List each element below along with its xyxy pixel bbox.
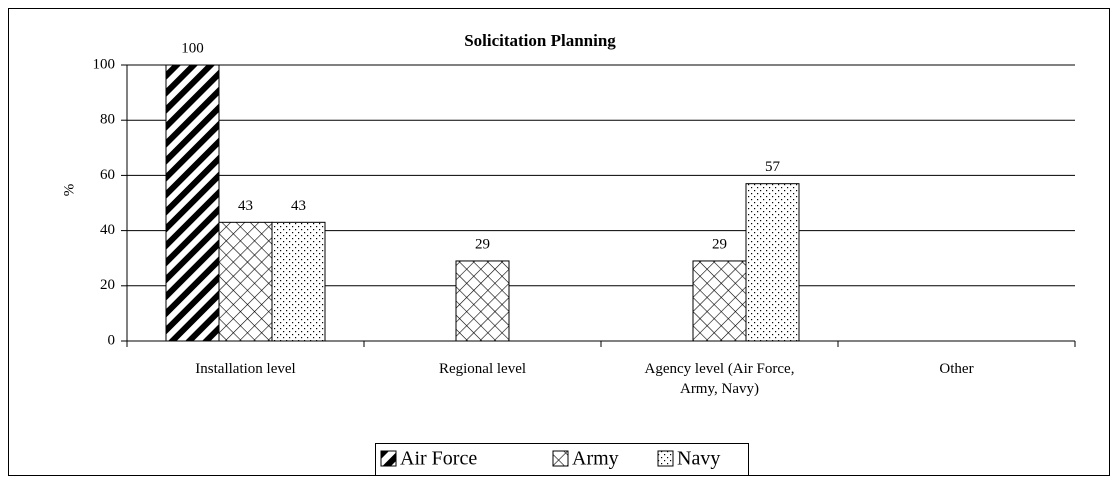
- bar: [692, 260, 747, 342]
- y-tick-label: 60: [100, 167, 115, 183]
- value-label: 29: [712, 236, 727, 252]
- legend-label: Air Force: [400, 448, 477, 470]
- legend-swatch: [657, 450, 674, 467]
- legend-label: Navy: [677, 448, 720, 470]
- bar: [271, 221, 326, 342]
- x-tick-label: Agency level (Air Force, Army, Navy): [644, 361, 795, 397]
- chart-title: Solicitation Planning: [464, 31, 616, 50]
- bar: [745, 183, 800, 342]
- value-label: 57: [765, 159, 781, 175]
- x-tick-label: Other: [939, 361, 974, 377]
- y-tick-label: 0: [108, 332, 116, 348]
- y-tick-label: 40: [100, 222, 115, 238]
- y-axis-label: %: [61, 184, 77, 197]
- value-label: 43: [291, 198, 306, 214]
- legend-swatch: [552, 450, 569, 467]
- value-label: 29: [475, 236, 490, 252]
- y-tick-label: 20: [100, 277, 115, 293]
- legend-swatch: [380, 450, 397, 467]
- y-tick-label: 100: [93, 56, 116, 72]
- x-tick-label: Installation level: [195, 361, 296, 377]
- bar: [455, 260, 510, 342]
- bar: [165, 64, 220, 342]
- legend-label: Army: [572, 448, 619, 470]
- y-tick-label: 80: [100, 112, 115, 128]
- value-label: 43: [238, 198, 253, 214]
- value-label: 100: [181, 40, 204, 56]
- bar: [218, 221, 273, 342]
- x-tick-label: Regional level: [438, 361, 527, 377]
